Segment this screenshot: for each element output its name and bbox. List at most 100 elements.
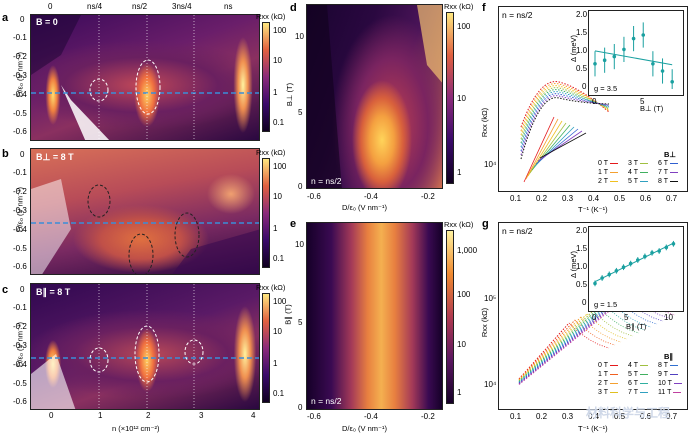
g-tail-3 [586, 313, 628, 340]
legend-f-0: 0 T [598, 160, 618, 167]
legend-f-3: 3 T [628, 160, 648, 167]
f-fit-6 [535, 128, 579, 165]
heatmap-c [30, 283, 260, 410]
g-xtick-5: 0.6 [640, 412, 652, 421]
heatmap-d [306, 4, 443, 189]
g-curve-0 [518, 322, 570, 380]
legend-g-4: 4 T [628, 362, 648, 369]
g-tail-1 [574, 319, 616, 346]
f-inset-ytick-1: 1.5 [576, 28, 588, 37]
y-axis-label-f: Rxx (kΩ) [480, 107, 490, 138]
panel-label-c: c [2, 284, 9, 296]
d-xtick-2: -0.2 [421, 192, 435, 201]
cbar-a-tick-0: 100 [273, 26, 287, 35]
a-ytick-1: -0.1 [13, 33, 27, 42]
a-ytick-2: -0.2 [13, 52, 27, 61]
e-xtick-1: -0.4 [364, 412, 378, 421]
legend-f-2: 2 T [598, 178, 618, 185]
f-inset-ytick-3: 0.5 [576, 64, 588, 73]
panel-label-f: f [482, 2, 486, 14]
legend-g-10: 10 T [658, 380, 682, 387]
top-tick-ns4: ns/4 [87, 2, 103, 11]
legend-g-2: 2 T [598, 380, 618, 387]
a-ytick-0: 0 [20, 15, 25, 24]
g-inset-ytick-3: 0.5 [576, 280, 588, 289]
filling-label-g: n = ns/2 [502, 226, 533, 236]
f-xtick-4: 0.5 [614, 194, 626, 203]
g-xtick-4: 0.5 [614, 412, 626, 421]
g-xtick-6: 0.7 [666, 412, 678, 421]
f-fit-2 [527, 120, 563, 177]
cbar-e-tick-3: 1 [457, 388, 462, 397]
legend-g-3: 3 T [598, 389, 618, 396]
g-curve-2 [518, 316, 582, 381]
legend-g-1: 1 T [598, 371, 618, 378]
legend-g: 0 T 1 T 2 T 3 T 4 T 5 T 6 T 7 T 8 T 9 T … [598, 362, 688, 402]
cbar-label-b: Rxx (kΩ) [256, 148, 286, 157]
f-fit-line [594, 50, 673, 66]
x-axis-label-d: D/ε₀ (V nm⁻¹) [342, 203, 387, 212]
c-xtick-4: 4 [251, 411, 256, 420]
colorbar-c [262, 293, 270, 403]
field-label-b: B⊥ = 8 T [36, 152, 74, 162]
a-ytick-5: -0.5 [13, 109, 27, 118]
f-fit-0 [523, 116, 555, 183]
heatmap-e [306, 222, 443, 410]
d-ytick-0: 10 [295, 32, 304, 41]
heatmap-a [30, 14, 260, 141]
legend-g-8: 8 T [658, 362, 678, 369]
filling-label-d: n = ns/2 [311, 176, 342, 186]
c-ytick-5: -0.5 [13, 379, 27, 388]
d-xtick-0: -0.6 [307, 192, 321, 201]
filling-label-e: n = ns/2 [311, 396, 342, 406]
f-inset-ytick-2: 1.0 [576, 46, 588, 55]
f-point-1 [602, 58, 607, 62]
x-axis-label-c: n (×10¹² cm⁻²) [112, 424, 160, 433]
inset-f [588, 10, 684, 96]
f-curve-7 [520, 95, 610, 156]
cbar-d-tick-0: 100 [457, 22, 471, 31]
inset-f-xlabel: B⊥ (T) [640, 104, 664, 113]
legend-f-7: 7 T [658, 169, 678, 176]
cbar-label-c: Rxx (kΩ) [256, 283, 286, 292]
field-label-a: B = 0 [36, 17, 58, 27]
g-xtick-0: 0.1 [510, 412, 522, 421]
y-axis-label-g: Rxx (kΩ) [480, 307, 490, 338]
a-ytick-3: -0.3 [13, 71, 27, 80]
inset-g-xlabel: B∥ (T) [626, 322, 647, 331]
colorbar-d [446, 12, 454, 184]
f-curve-4 [520, 89, 610, 144]
cbar-e-tick-2: 10 [457, 340, 466, 349]
g-point-2 [607, 272, 612, 277]
f-fit-7 [537, 130, 583, 162]
g-inset-xtick-2: 10 [664, 313, 673, 322]
legend-g-6: 6 T [628, 380, 648, 387]
f-xtick-1: 0.2 [536, 194, 548, 203]
g-tail-2 [580, 316, 622, 343]
f-fit-8 [539, 132, 587, 159]
panel-label-g: g [482, 218, 489, 230]
b-ytick-5: -0.5 [13, 244, 27, 253]
b-ytick-2: -0.2 [13, 187, 27, 196]
f-point-3 [622, 47, 626, 52]
g-point-8 [650, 251, 654, 255]
cbar-b-tick-3: 0.1 [273, 254, 285, 263]
panel-label-b: b [2, 148, 9, 160]
g-ytick-1: 10⁴ [484, 380, 497, 389]
g-fit-line [594, 242, 674, 283]
f-curve-0 [520, 81, 610, 128]
top-tick-3ns4: 3ns/4 [172, 2, 192, 11]
e-xtick-2: -0.2 [421, 412, 435, 421]
g-point-4 [621, 265, 626, 269]
panel-label-e: e [290, 218, 297, 230]
inset-g [588, 226, 684, 312]
c-ytick-4: -0.4 [13, 360, 27, 369]
d-ytick-1: 5 [298, 108, 303, 117]
d-xtick-1: -0.4 [364, 192, 378, 201]
legend-f-4: 4 T [628, 169, 648, 176]
cbar-c-tick-0: 100 [273, 297, 287, 306]
colorbar-a [262, 22, 270, 132]
c-xtick-2: 2 [146, 411, 151, 420]
cbar-label-d: Rxx (kΩ) [444, 2, 474, 11]
cbar-label-e: Rxx (kΩ) [444, 220, 474, 229]
